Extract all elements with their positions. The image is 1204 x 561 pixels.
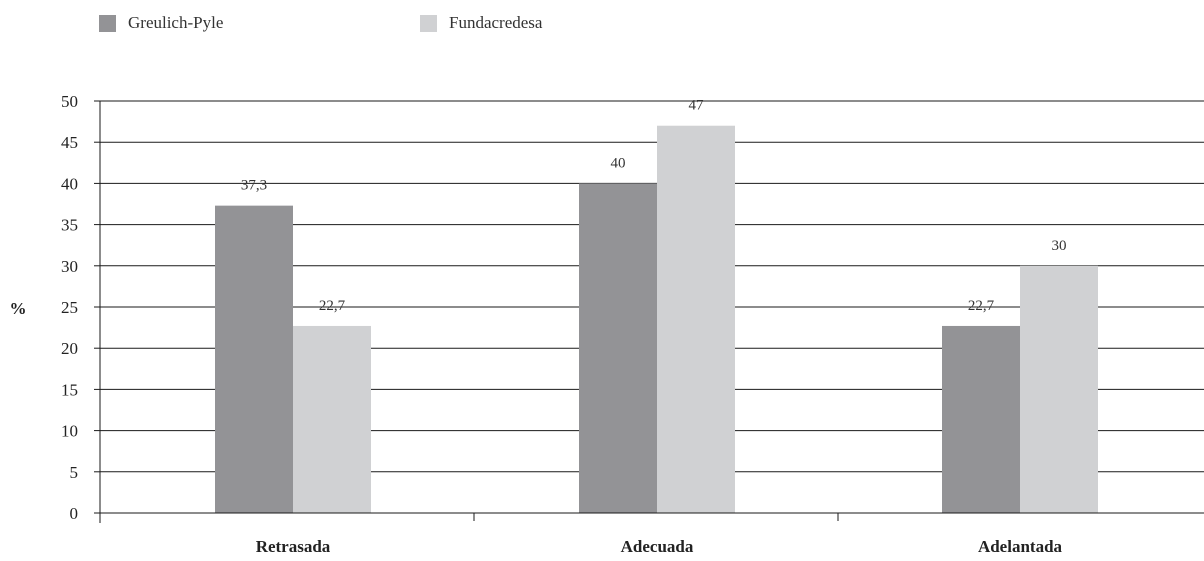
bar-fundacredesa-adecuada — [657, 125, 735, 513]
y-tick-label: 45 — [61, 133, 78, 152]
legend-item-greulich-pyle: Greulich-Pyle — [99, 13, 223, 33]
y-tick-label: 40 — [61, 174, 78, 193]
bars — [215, 125, 1098, 513]
x-category-label: Retrasada — [256, 537, 331, 556]
y-tick-label: 15 — [61, 380, 78, 399]
x-category-label: Adecuada — [621, 537, 694, 556]
labels: 0 5 10 15 20 25 30 35 40 45 50 37,3 40 22,7 22,7 47 30 Re… — [10, 92, 1067, 556]
legend-swatch-greulich-pyle — [99, 14, 116, 32]
y-tick-label: 25 — [61, 298, 78, 317]
y-tick-label: 20 — [61, 339, 78, 358]
data-label: 22,7 — [319, 298, 346, 314]
y-tick-label: 30 — [61, 257, 78, 276]
data-label: 22,7 — [968, 298, 995, 314]
axes — [94, 100, 1204, 523]
legend-label: Fundacredesa — [449, 13, 543, 32]
x-category-label: Adelantada — [978, 537, 1063, 556]
y-tick-label: 5 — [70, 463, 79, 482]
y-tick-label: 35 — [61, 216, 78, 235]
data-label: 47 — [689, 98, 705, 114]
bar-greulich-pyle-adecuada — [579, 183, 657, 513]
y-tick-label: 0 — [70, 504, 79, 523]
data-label: 37,3 — [241, 178, 267, 194]
bar-fundacredesa-adelantada — [1020, 265, 1098, 513]
legend-swatch-fundacredesa — [420, 14, 437, 32]
y-tick-label: 10 — [61, 422, 78, 441]
bar-greulich-pyle-adelantada — [942, 325, 1020, 513]
data-label: 40 — [611, 155, 626, 171]
y-axis-label: % — [10, 299, 27, 318]
bar-fundacredesa-retrasada — [293, 325, 371, 513]
y-tick-label: 50 — [61, 92, 78, 111]
legend-label: Greulich-Pyle — [128, 13, 224, 32]
bar-greulich-pyle-retrasada — [215, 205, 293, 513]
legend-item-fundacredesa: Fundacredesa — [420, 13, 542, 33]
data-label: 30 — [1052, 238, 1067, 254]
